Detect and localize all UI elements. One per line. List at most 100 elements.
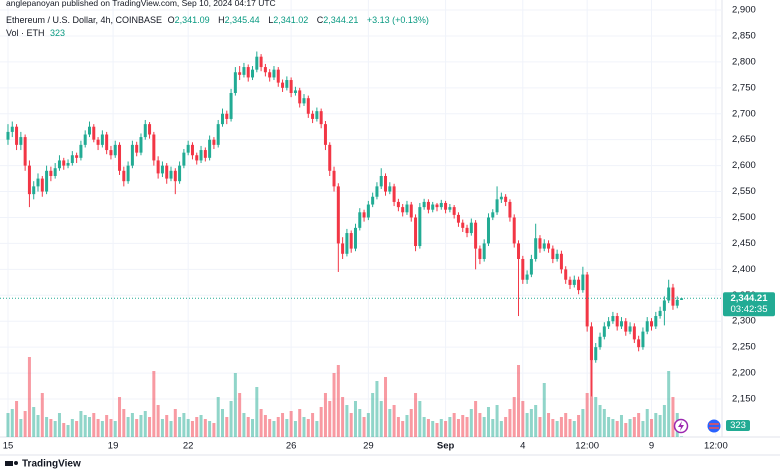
candle-body	[100, 134, 104, 145]
volume-bar	[100, 421, 104, 437]
volume-bar	[190, 421, 194, 437]
candle-body	[366, 204, 370, 218]
candle-body	[186, 144, 190, 153]
candle-body	[439, 202, 443, 208]
volume-value: 323	[50, 28, 66, 38]
candle-body	[572, 279, 576, 285]
volume-bar	[641, 421, 645, 437]
candle-body	[45, 170, 49, 192]
volume-bar	[15, 401, 19, 437]
logo-mark	[5, 461, 13, 466]
candle-body	[495, 199, 499, 213]
volume-bar	[113, 421, 117, 437]
candle-body	[165, 165, 169, 179]
volume-bar	[577, 415, 581, 437]
volume-bar	[474, 401, 478, 437]
candle-body	[199, 150, 203, 161]
volume-bar	[598, 405, 602, 437]
volume-bar	[272, 421, 276, 437]
candle-body	[195, 155, 199, 161]
candle-body	[66, 163, 70, 166]
volume-bar	[405, 415, 409, 437]
candle-body	[229, 93, 233, 119]
volume-bar	[435, 423, 439, 437]
volume-bar	[148, 417, 152, 437]
candle-body	[268, 72, 272, 78]
volume-bar	[19, 419, 23, 437]
last-volume-label: 323	[730, 420, 746, 431]
volume-bar	[229, 401, 233, 437]
volume-bar	[529, 409, 533, 437]
volume-bar	[75, 421, 79, 437]
volume-bar	[478, 413, 482, 437]
volume-bar	[156, 405, 160, 437]
volume-bar	[45, 417, 49, 437]
candle-body	[75, 155, 79, 158]
symbol: Ethereum / U.S. Dollar, 4h, COINBASE	[6, 15, 163, 25]
ohlc-key: H	[218, 15, 225, 25]
candle-body	[311, 113, 315, 119]
y-tick-label: 2,750	[732, 82, 756, 93]
candle-body	[469, 222, 473, 234]
volume-bar	[62, 423, 66, 437]
y-tick-label: 2,200	[732, 368, 756, 379]
y-tick-label: 2,300	[732, 316, 756, 327]
candle-body	[452, 207, 456, 215]
volume-bar	[366, 413, 370, 437]
volume-bar	[349, 413, 353, 437]
candle-body	[302, 98, 306, 104]
volume-bar	[70, 419, 74, 437]
candle-body	[118, 144, 122, 171]
volume-bar	[203, 419, 207, 437]
candle-body	[79, 144, 83, 158]
volume-bar	[538, 417, 542, 437]
candle-body	[15, 126, 19, 145]
publisher-line: anglepanoyan published on TradingView.co…	[6, 0, 276, 8]
volume-bar	[615, 421, 619, 437]
volume-bar	[122, 409, 126, 437]
volume-bar	[495, 405, 499, 437]
candle-body	[130, 144, 134, 166]
volume-bar	[414, 393, 418, 437]
volume-bar	[57, 413, 61, 437]
candle-body	[345, 233, 349, 254]
y-tick-label: 2,150	[732, 394, 756, 405]
candle-body	[32, 186, 36, 195]
volume-bar	[581, 409, 585, 437]
candle-body	[319, 111, 323, 125]
axes: 2,1502,2002,2502,3002,3502,4002,4502,500…	[3, 5, 775, 452]
footer-logo: TradingView	[5, 459, 81, 470]
candle-body	[238, 72, 242, 75]
volume-bar	[40, 393, 44, 437]
candle-body	[379, 175, 383, 187]
ohlc-item: C2,344.21	[317, 15, 362, 25]
economic-event-icon[interactable]	[707, 419, 721, 433]
volume-bar	[160, 419, 164, 437]
volume-bar	[169, 421, 173, 437]
volume-bar	[499, 421, 503, 437]
candle-body	[96, 139, 100, 145]
volume-bar	[216, 397, 220, 437]
logo-mark	[14, 461, 18, 465]
candle-body	[525, 274, 529, 280]
candle-body	[482, 243, 486, 259]
volume-bar	[225, 417, 229, 437]
volume-bar	[281, 413, 285, 437]
volume-bar	[418, 401, 422, 437]
volume-bar	[32, 407, 36, 437]
candle-body	[40, 178, 44, 192]
volume-bar	[448, 417, 452, 437]
volume-bar	[315, 421, 319, 437]
volume-bar	[83, 415, 87, 437]
volume-bar	[628, 419, 632, 437]
candle-body	[559, 253, 563, 270]
volume-bar	[220, 409, 224, 437]
volume-bar	[534, 405, 538, 437]
volume-bar	[186, 419, 190, 437]
candle-body	[289, 80, 293, 94]
candle-body	[547, 243, 551, 249]
candle-body	[92, 126, 96, 140]
volume-label: Vol · ETH	[6, 28, 45, 38]
volume-bar	[624, 423, 628, 437]
candle-body	[551, 248, 555, 259]
